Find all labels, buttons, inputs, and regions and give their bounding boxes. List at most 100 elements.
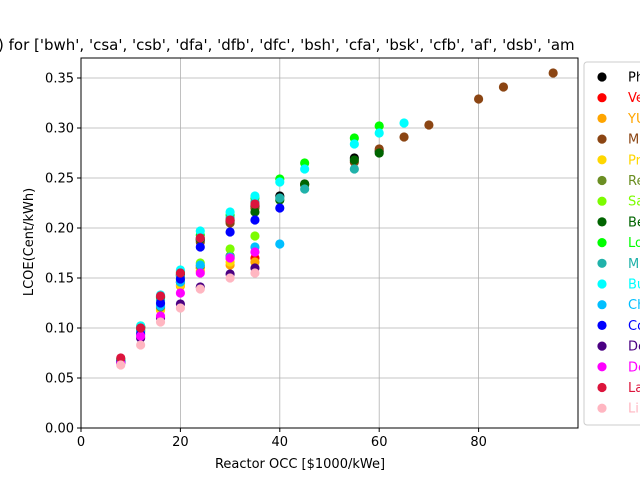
- legend: Ph Ve YU M Pr Re Sa Be Lo M Bu Ch Co De De La Li: [583, 61, 640, 426]
- data-point: [374, 121, 384, 131]
- legend-marker: [597, 238, 607, 248]
- chart-title: ) for ['bwh', 'csa', 'csb', 'dfa', 'dfb'…: [0, 36, 575, 54]
- data-point: [300, 164, 310, 174]
- legend-label: M: [628, 133, 639, 148]
- data-point: [195, 242, 205, 252]
- data-point: [374, 148, 384, 158]
- data-point: [225, 244, 235, 254]
- series-15: [116, 247, 260, 368]
- legend-marker: [597, 279, 607, 289]
- legend-label: La: [628, 381, 640, 396]
- y-tick-label: 0.30: [45, 122, 74, 137]
- data-point: [275, 239, 285, 249]
- legend-label: M: [628, 257, 639, 272]
- y-tick-label: 0.00: [45, 422, 74, 437]
- legend-label: Co: [628, 319, 640, 334]
- data-point: [250, 207, 260, 217]
- data-point: [155, 298, 166, 308]
- legend-label: Be: [628, 215, 640, 230]
- data-point: [225, 253, 235, 263]
- data-point: [399, 118, 409, 128]
- series-9: [116, 121, 384, 364]
- series-4: [116, 68, 558, 364]
- series-2: [116, 253, 260, 366]
- data-point: [155, 317, 166, 327]
- data-point: [349, 155, 359, 165]
- legend-label: Re: [628, 174, 640, 189]
- series-10: [116, 164, 359, 366]
- data-point: [175, 288, 185, 298]
- data-point: [250, 191, 260, 201]
- data-point: [225, 207, 235, 217]
- data-point: [374, 128, 384, 138]
- data-point: [195, 226, 205, 236]
- data-point: [136, 323, 146, 333]
- x-tick-label: 80: [470, 435, 487, 450]
- legend-marker: [597, 362, 607, 372]
- legend-marker: [597, 403, 607, 413]
- legend-label: YU: [627, 112, 640, 127]
- series-3: [116, 257, 260, 367]
- data-point: [175, 268, 185, 278]
- x-tick-label: 60: [371, 435, 388, 450]
- data-point: [250, 199, 260, 209]
- data-point: [250, 215, 260, 225]
- series-8: [116, 148, 384, 365]
- legend-marker: [597, 93, 607, 103]
- data-point: [474, 94, 484, 104]
- legend-label: Sa: [628, 195, 640, 210]
- data-point: [349, 139, 359, 149]
- x-tick-label: 0: [77, 435, 85, 450]
- legend-marker: [597, 320, 607, 330]
- series-17: [116, 268, 260, 370]
- legend-label: Li: [628, 402, 639, 417]
- legend-marker: [597, 217, 607, 227]
- legend-marker: [597, 196, 607, 206]
- data-point: [250, 247, 260, 257]
- legend-label: Lo: [628, 236, 640, 251]
- data-point: [399, 132, 409, 142]
- data-point: [424, 120, 434, 130]
- data-point: [225, 273, 235, 283]
- points-layer: [116, 68, 558, 370]
- x-tick-label: 20: [172, 435, 189, 450]
- y-tick-label: 0.15: [45, 272, 74, 287]
- data-point: [136, 340, 146, 350]
- data-point: [225, 227, 235, 237]
- y-tick-label: 0.10: [45, 322, 74, 337]
- legend-marker: [597, 134, 607, 144]
- legend-label: De: [628, 360, 640, 375]
- data-point: [349, 164, 359, 174]
- data-point: [116, 353, 126, 363]
- y-tick-label: 0.35: [45, 72, 74, 87]
- legend-marker: [597, 258, 607, 268]
- grid-layer: [80, 58, 578, 429]
- y-tick-label: 0.25: [45, 172, 74, 187]
- legend-marker: [597, 382, 607, 393]
- data-point: [498, 82, 509, 92]
- legend-label: Ch: [628, 298, 640, 313]
- data-point: [275, 203, 285, 213]
- data-point: [195, 260, 205, 270]
- legend-marker: [597, 341, 607, 351]
- data-point: [136, 331, 146, 341]
- legend-marker: [597, 72, 607, 82]
- series-5: [116, 257, 235, 367]
- legend-items: Ph Ve YU M Pr Re Sa Be Lo M Bu Ch Co De De La Li: [597, 71, 640, 417]
- data-point: [548, 68, 558, 78]
- series-6: [116, 251, 235, 366]
- legend-frame: [583, 61, 640, 426]
- legend-label: De: [628, 340, 640, 355]
- legend-label: Ph: [628, 71, 640, 86]
- legend-label: Bu: [628, 278, 640, 293]
- data-point: [300, 184, 310, 194]
- legend-marker: [597, 175, 607, 186]
- x-tick-label: 40: [272, 435, 289, 450]
- data-point: [155, 291, 166, 301]
- data-point: [250, 268, 260, 278]
- y-tick-label: 0.05: [45, 372, 74, 387]
- legend-marker: [597, 113, 607, 123]
- y-tick-label: 0.20: [45, 222, 74, 237]
- ticks-layer: 0 20 40 60 80 0.00 0.05 0.10 0.15 0.20 0.25 0.30 0.3…: [45, 72, 487, 451]
